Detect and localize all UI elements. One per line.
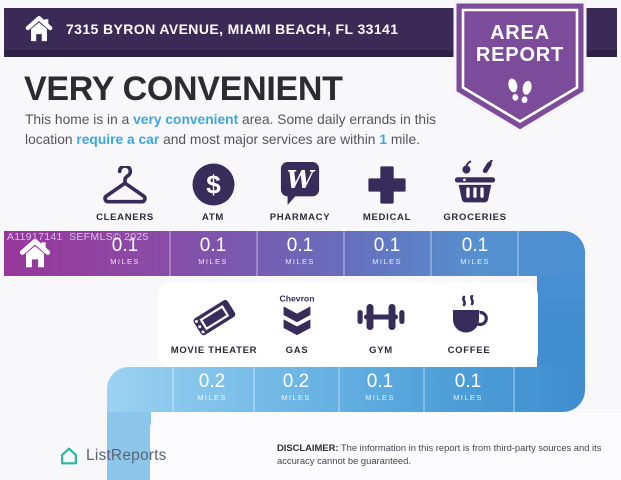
place-label: GROCERIES — [443, 212, 507, 223]
distance-cell: 0.1 MILES — [453, 371, 483, 403]
distance-cell: 0.1 MILES — [365, 371, 395, 403]
dollar-glyph: $ — [206, 170, 221, 200]
segment-divider — [430, 231, 432, 276]
place-groceries: GROCERIES — [427, 160, 523, 223]
place-cleaners: CLEANERS — [77, 163, 173, 223]
highlight-one: 1 — [379, 132, 387, 147]
distance-unit: MILES — [460, 257, 490, 266]
distance-unit: MILES — [198, 257, 228, 266]
distance-cell: 0.2 MILES — [281, 371, 311, 403]
place-coffee: COFFEE — [421, 294, 517, 356]
intro-text: and most major services are within — [159, 132, 380, 147]
place-atm: $ ATM — [165, 163, 261, 223]
place-label: MOVIE THEATER — [170, 345, 258, 356]
header-shadow — [4, 50, 617, 57]
place-label: GYM — [369, 345, 393, 356]
distance-unit: MILES — [285, 257, 315, 266]
listreports-brand: ListReports — [58, 445, 167, 467]
distance-unit: MILES — [110, 257, 140, 266]
listreports-logo-icon — [61, 447, 77, 465]
ribbon-shape — [453, 0, 587, 133]
distance-value: 0.1 — [366, 371, 394, 392]
intro-text: area. Some daily errands in this locatio… — [25, 112, 437, 147]
distance-unit: MILES — [372, 257, 402, 266]
badge-line2: REPORT — [475, 44, 565, 66]
ticket-icon — [193, 299, 236, 336]
segment-divider — [253, 367, 255, 412]
badge-line1: AREA — [490, 22, 550, 44]
distance-value: 0.2 — [198, 371, 226, 392]
segment-divider — [343, 231, 345, 276]
mls-watermark: A11917141 SEFMLS© 2025 — [7, 231, 149, 243]
area-report-badge: AREA REPORT — [452, 0, 588, 136]
place-movie-theater: MOVIE THEATER — [166, 294, 262, 356]
distance-unit: MILES — [453, 393, 483, 402]
badge-text: AREA REPORT — [452, 22, 588, 66]
distance-cell: 0.2 MILES — [197, 371, 227, 403]
place-label: PHARMACY — [269, 212, 331, 223]
distance-unit: MILES — [197, 393, 227, 402]
segment-divider — [423, 367, 425, 412]
segment-divider — [172, 367, 174, 412]
distance-value: 0.1 — [286, 235, 314, 256]
distance-cell: 0.1 MILES — [372, 235, 402, 267]
place-gym: GYM — [333, 294, 429, 356]
distance-value: 0.2 — [282, 371, 310, 392]
distance-value: 0.1 — [111, 235, 139, 256]
home-icon — [25, 16, 53, 42]
chevron-brand-text: Chevron — [280, 294, 315, 304]
disclaimer-label: DISCLAIMER: — [277, 442, 339, 453]
highlight-require-a-car: require a car — [76, 132, 160, 147]
walgreens-bubble-icon: W — [280, 162, 320, 205]
segment-divider — [517, 231, 519, 276]
grocery-basket-icon — [454, 160, 496, 203]
highlight-very-convenient: very convenient — [133, 112, 239, 127]
intro-text: This home is in a — [25, 112, 134, 127]
distance-unit: MILES — [365, 393, 395, 402]
intro-text: mile. — [387, 132, 420, 147]
distance-cell: 0.1 MILES — [285, 235, 315, 267]
hanger-icon — [103, 166, 147, 204]
summary-text: This home is in a very convenient area. … — [25, 110, 477, 150]
distance-value: 0.1 — [461, 235, 489, 256]
distance-bar-1: 0.1 MILES 0.1 MILES 0.1 MILES 0.1 MILES … — [4, 231, 585, 276]
distance-value: 0.1 — [454, 371, 482, 392]
place-medical: MEDICAL — [339, 163, 435, 223]
home-icon — [19, 238, 51, 268]
page-title: VERY CONVENIENT — [24, 70, 343, 108]
place-pharmacy: W PHARMACY — [252, 162, 348, 223]
walgreens-w-glyph: W — [287, 166, 316, 194]
place-label: MEDICAL — [362, 212, 412, 223]
place-label: GAS — [285, 345, 309, 356]
distance-cell: 0.1 MILES — [110, 235, 140, 267]
disclaimer-card — [150, 413, 621, 480]
segment-divider — [338, 367, 340, 412]
brand-name: ListReports — [86, 447, 167, 464]
distance-value: 0.1 — [199, 235, 227, 256]
property-address: 7315 BYRON AVENUE, MIAMI BEACH, FL 33141 — [66, 21, 399, 37]
medical-cross-icon — [368, 166, 406, 204]
place-label: ATM — [202, 212, 224, 223]
dumbbell-icon — [357, 304, 405, 330]
segment-divider — [513, 367, 515, 412]
segment-divider — [169, 231, 171, 276]
disclaimer-text: DISCLAIMER: The information in this repo… — [277, 442, 602, 467]
segment-divider — [256, 231, 258, 276]
distance-cell: 0.1 MILES — [460, 235, 490, 267]
place-label: CLEANERS — [96, 212, 154, 223]
coffee-cup-icon — [453, 295, 488, 333]
place-gas: Chevron GAS — [249, 294, 345, 356]
distance-unit: MILES — [281, 393, 311, 402]
footprints-icon — [508, 78, 532, 104]
route-strip-bottom — [107, 400, 151, 480]
chevron-gas-icon: Chevron — [280, 294, 315, 336]
dollar-circle-icon: $ — [192, 163, 234, 206]
distance-cell: 0.1 MILES — [198, 235, 228, 267]
place-label: COFFEE — [447, 345, 491, 356]
distance-value: 0.1 — [373, 235, 401, 256]
distance-bar-2: 0.2 MILES 0.2 MILES 0.1 MILES 0.1 MILES — [107, 367, 585, 412]
